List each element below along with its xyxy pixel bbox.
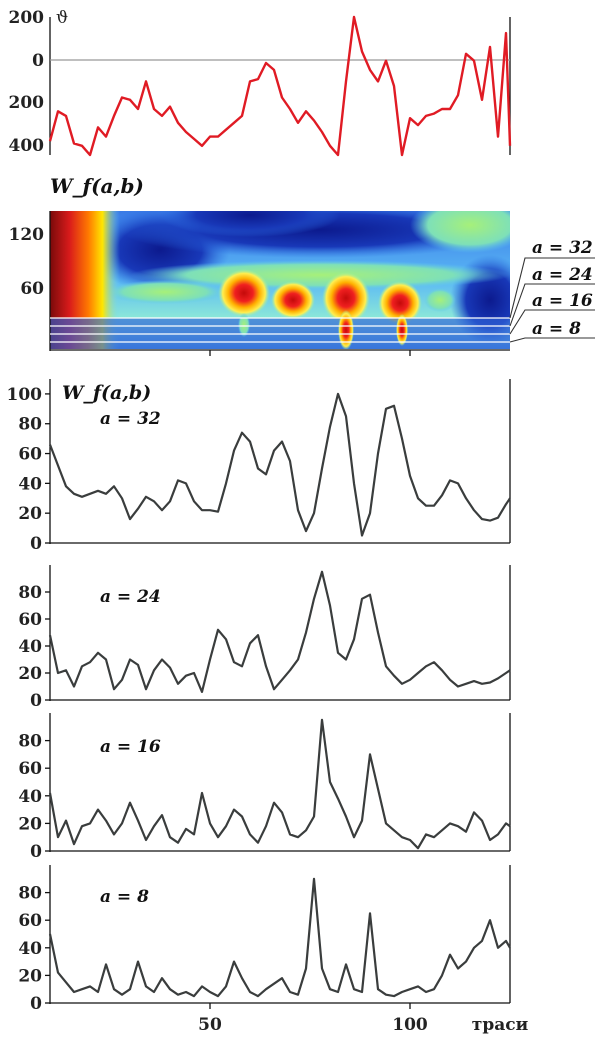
ytick-label: 20 (18, 664, 42, 684)
x-axis-label: траси (472, 1015, 529, 1035)
ytick-label: 0 (30, 534, 42, 554)
ytick-label: 200 (9, 93, 45, 113)
series-line-a24 (48, 570, 511, 694)
coefficient-panel-a8: a = 8 50 100 траси 80 60 40 20 0 (18, 865, 529, 1035)
xtick-label: 50 (198, 1015, 222, 1035)
ytick-label: 40 (18, 787, 42, 807)
series-line-a16 (48, 718, 511, 850)
coefficient-panel-a16: a = 16 80 60 40 20 0 (18, 713, 511, 862)
ytick-label: 100 (7, 385, 43, 405)
seismic-trace-panel: 200 0 200 400 ϑ (9, 8, 512, 157)
ytick-label: 60 (20, 279, 44, 299)
ytick-label: 120 (9, 225, 45, 245)
scale-label: a = 32 (100, 409, 161, 429)
wf-title: W_f(a,b) (62, 382, 151, 404)
series-line-a8 (48, 877, 511, 998)
scale-leaders (509, 257, 595, 343)
ytick-label: 60 (18, 911, 42, 931)
y-axis-symbol: ϑ (56, 8, 68, 28)
ytick-label: 0 (30, 842, 42, 862)
series-line-a32 (48, 392, 511, 537)
xtick-label: 100 (392, 1015, 428, 1035)
scale-label: a = 16 (100, 737, 161, 757)
scalogram-title: W_f(a,b) (50, 174, 144, 198)
series-line-seismic (48, 15, 512, 157)
ytick-label: 0 (30, 994, 42, 1014)
scalogram-panel: W_f(a,b) 120 60 (9, 174, 595, 356)
ytick-label: 400 (9, 136, 45, 156)
ytick-label: 40 (18, 939, 42, 959)
scale-label: a = 32 (532, 238, 593, 258)
ytick-label: 60 (18, 445, 42, 465)
ytick-label: 20 (18, 504, 42, 524)
ytick-label: 80 (18, 583, 42, 603)
coefficient-panel-a32: W_f(a,b) a = 32 100 80 60 40 20 0 (7, 379, 511, 554)
ytick-label: 60 (18, 610, 42, 630)
coefficient-panel-a24: a = 24 80 60 40 20 0 (18, 565, 511, 711)
scale-label: a = 24 (100, 587, 161, 607)
ytick-label: 80 (18, 884, 42, 904)
scale-label: a = 8 (100, 887, 149, 907)
ytick-label: 80 (18, 415, 42, 435)
ytick-label: 0 (32, 51, 44, 71)
scale-label: a = 8 (532, 319, 581, 339)
ytick-label: 40 (18, 637, 42, 657)
ytick-label: 0 (30, 691, 42, 711)
ytick-label: 40 (18, 474, 42, 494)
ytick-label: 60 (18, 759, 42, 779)
scale-label: a = 16 (532, 291, 593, 311)
ytick-label: 80 (18, 732, 42, 752)
scale-label: a = 24 (532, 265, 593, 285)
ytick-label: 200 (9, 8, 45, 28)
scale-lines (50, 317, 510, 343)
ytick-label: 20 (18, 966, 42, 986)
ytick-label: 20 (18, 814, 42, 834)
